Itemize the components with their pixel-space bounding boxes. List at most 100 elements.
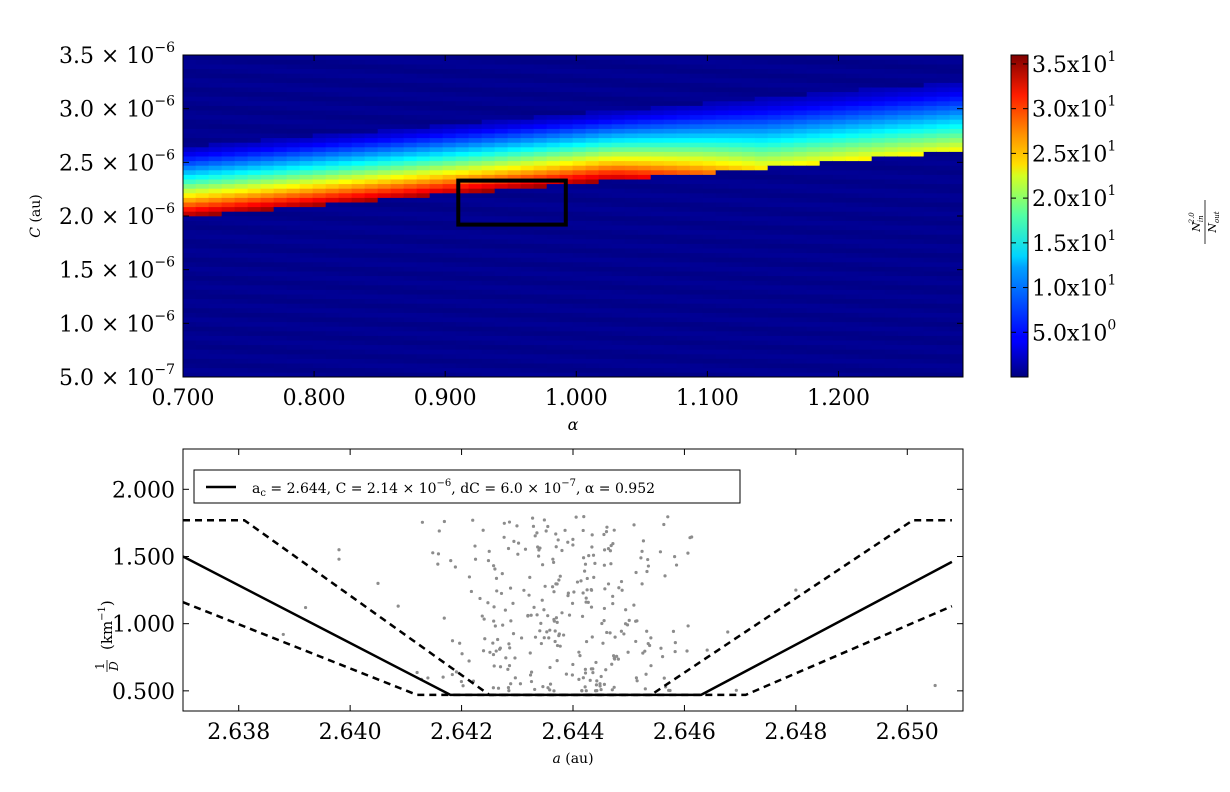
heatmap-cell bbox=[377, 82, 392, 88]
heatmap-cell bbox=[559, 243, 574, 249]
heatmap-cell bbox=[923, 326, 938, 332]
heatmap-cell bbox=[195, 270, 210, 277]
heatmap-cell bbox=[442, 63, 457, 70]
heatmap-cell bbox=[637, 238, 652, 244]
heatmap-cell bbox=[481, 119, 496, 125]
heatmap-cell bbox=[338, 68, 353, 74]
heatmap-cell bbox=[338, 367, 353, 373]
heatmap-cell bbox=[715, 137, 730, 143]
heatmap-cell bbox=[611, 247, 626, 254]
heatmap-cell bbox=[949, 68, 963, 74]
heatmap-cell bbox=[767, 349, 782, 355]
heatmap-cell bbox=[923, 367, 938, 373]
heatmap-cell bbox=[364, 63, 379, 70]
heatmap-cell bbox=[468, 261, 483, 267]
heatmap-cell bbox=[429, 82, 444, 88]
heatmap-cell bbox=[832, 188, 847, 194]
heatmap-cell bbox=[247, 280, 262, 286]
heatmap-cell bbox=[754, 252, 769, 258]
heatmap-cell bbox=[715, 55, 730, 60]
heatmap-cell bbox=[468, 114, 483, 120]
heatmap-cell bbox=[260, 326, 275, 332]
heatmap-cell bbox=[897, 146, 912, 152]
heatmap-cell bbox=[325, 165, 340, 171]
scatter-point bbox=[538, 629, 542, 633]
heatmap-cell bbox=[845, 252, 860, 258]
heatmap-cell bbox=[572, 211, 587, 217]
heatmap-cell bbox=[676, 151, 691, 157]
heatmap-cell bbox=[520, 312, 535, 318]
heatmap-cell bbox=[416, 137, 431, 143]
heatmap-cell bbox=[832, 151, 847, 157]
heatmap-cell bbox=[377, 289, 392, 295]
heatmap-x-ticks: 0.700 0.800 0.900 1.000 1.100 1.200 bbox=[152, 55, 870, 411]
heatmap-cell bbox=[286, 63, 301, 70]
heatmap-cell bbox=[624, 100, 639, 106]
heatmap-cell bbox=[286, 229, 301, 235]
heatmap-cell bbox=[598, 270, 613, 277]
heatmap-cell bbox=[520, 146, 535, 152]
heatmap-cell bbox=[858, 211, 873, 217]
heatmap-cell bbox=[637, 165, 652, 171]
heatmap-cell bbox=[663, 252, 678, 258]
heatmap-cell bbox=[689, 367, 704, 373]
heatmap-cell bbox=[780, 238, 795, 244]
heatmap-cell bbox=[611, 238, 626, 244]
heatmap-cell bbox=[286, 142, 301, 148]
heatmap-cell bbox=[507, 362, 522, 369]
heatmap-cell bbox=[832, 82, 847, 88]
svg-text:(km−1): (km−1) bbox=[97, 600, 116, 650]
heatmap-cell bbox=[637, 169, 652, 175]
heatmap-cell bbox=[793, 119, 808, 125]
heatmap-cell bbox=[507, 266, 522, 272]
heatmap-cell bbox=[442, 86, 457, 93]
heatmap-cell bbox=[299, 215, 314, 221]
heatmap-cell bbox=[507, 109, 522, 116]
heatmap-cell bbox=[364, 321, 379, 327]
heatmap-cell bbox=[468, 155, 483, 162]
heatmap-cell bbox=[780, 215, 795, 221]
heatmap-cell bbox=[429, 86, 444, 93]
heatmap-cell bbox=[702, 82, 717, 88]
heatmap-cell bbox=[676, 358, 691, 364]
heatmap-cell bbox=[637, 77, 652, 83]
heatmap-cell bbox=[910, 220, 925, 226]
heatmap-cell bbox=[364, 234, 379, 240]
heatmap-cell bbox=[728, 353, 743, 359]
heatmap-cell bbox=[936, 119, 951, 125]
heatmap-cell bbox=[221, 252, 236, 258]
heatmap-cell bbox=[183, 211, 197, 217]
heatmap-cell bbox=[728, 275, 743, 281]
heatmap-cell bbox=[702, 114, 717, 120]
heatmap-cell bbox=[533, 68, 548, 74]
heatmap-cell bbox=[637, 142, 652, 148]
scatter-point bbox=[532, 605, 536, 609]
heatmap-cell bbox=[676, 252, 691, 258]
heatmap-cell bbox=[650, 293, 665, 300]
heatmap-cell bbox=[871, 128, 886, 134]
heatmap-cell bbox=[611, 293, 626, 300]
heatmap-cell bbox=[195, 321, 210, 327]
heatmap-cell bbox=[819, 73, 834, 79]
heatmap-cell bbox=[429, 63, 444, 70]
scatter-point bbox=[705, 648, 709, 652]
heatmap-cell bbox=[793, 280, 808, 286]
heatmap-cell bbox=[351, 128, 366, 134]
heatmap-cell bbox=[767, 82, 782, 88]
heatmap-cell bbox=[585, 224, 600, 231]
heatmap-cell bbox=[793, 298, 808, 304]
heatmap-cell bbox=[559, 160, 574, 166]
heatmap-cell bbox=[455, 243, 470, 249]
heatmap-cell bbox=[416, 206, 431, 212]
heatmap-cell bbox=[195, 211, 210, 217]
heatmap-cell bbox=[832, 123, 847, 129]
heatmap-cell bbox=[806, 132, 821, 139]
heatmap-cell bbox=[936, 289, 951, 295]
heatmap-cell bbox=[767, 151, 782, 157]
heatmap-cell bbox=[247, 330, 262, 336]
scatter-point bbox=[580, 688, 584, 693]
scatter-point bbox=[658, 550, 663, 554]
heatmap-cell bbox=[390, 206, 405, 212]
heatmap-cell bbox=[390, 132, 405, 139]
heatmap-cell bbox=[403, 243, 418, 249]
